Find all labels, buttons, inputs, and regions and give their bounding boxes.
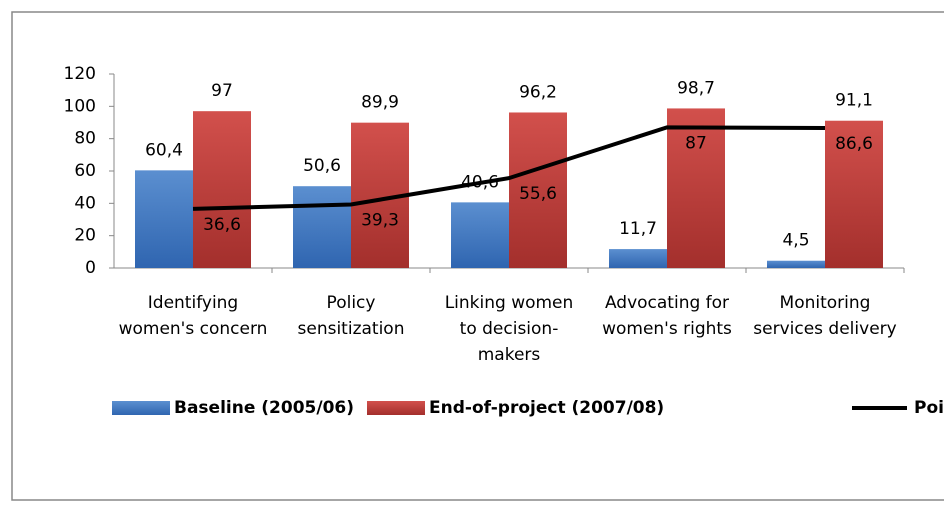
- y-tick-label: 40: [74, 193, 96, 213]
- y-tick-label: 60: [74, 161, 96, 181]
- data-label: 91,1: [835, 91, 873, 111]
- bar: [825, 120, 883, 268]
- legend-swatch: [112, 401, 170, 415]
- y-tick-label: 100: [64, 96, 96, 116]
- data-label: 55,6: [519, 184, 557, 204]
- data-label: 86,6: [835, 134, 873, 154]
- legend-swatch: [367, 401, 425, 415]
- frame: [11, 11, 944, 501]
- bar: [293, 186, 351, 268]
- bar: [609, 249, 667, 268]
- data-label: 96,2: [519, 82, 557, 102]
- data-label: 89,9: [361, 93, 399, 113]
- data-label: 98,7: [677, 78, 715, 98]
- legend-label: Baseline (2005/06): [174, 398, 354, 418]
- x-tick-label: Policy sensitization: [297, 293, 405, 339]
- x-tick-label: Linking women to decision-makers: [444, 293, 574, 365]
- data-label: 87: [685, 133, 707, 153]
- data-label: 11,7: [619, 219, 657, 239]
- data-label: 60,4: [145, 140, 183, 160]
- x-tick-label: Monitoring services delivery: [753, 293, 897, 339]
- legend-label: End-of-project (2007/08): [429, 398, 664, 418]
- y-tick-label: 80: [74, 129, 96, 149]
- data-label: 4,5: [782, 231, 809, 251]
- x-tick-label: Identifying women's concern: [118, 293, 268, 339]
- bar: [667, 108, 725, 268]
- data-label: 36,6: [203, 215, 241, 235]
- data-label: 39,3: [361, 210, 399, 230]
- data-label: 50,6: [303, 156, 341, 176]
- x-tick-label: Advocating for women's rights: [602, 293, 732, 339]
- line: [192, 125, 826, 211]
- y-tick-label: 0: [85, 258, 96, 278]
- y-tick-label: 20: [74, 226, 96, 246]
- bar: [193, 111, 251, 268]
- bar: [767, 260, 825, 268]
- y-tick-label: 120: [64, 64, 96, 84]
- legend-label: Point change: [914, 398, 944, 418]
- bar: [509, 112, 567, 268]
- data-label: 97: [211, 81, 233, 101]
- bar: [451, 202, 509, 268]
- bar: [135, 170, 193, 268]
